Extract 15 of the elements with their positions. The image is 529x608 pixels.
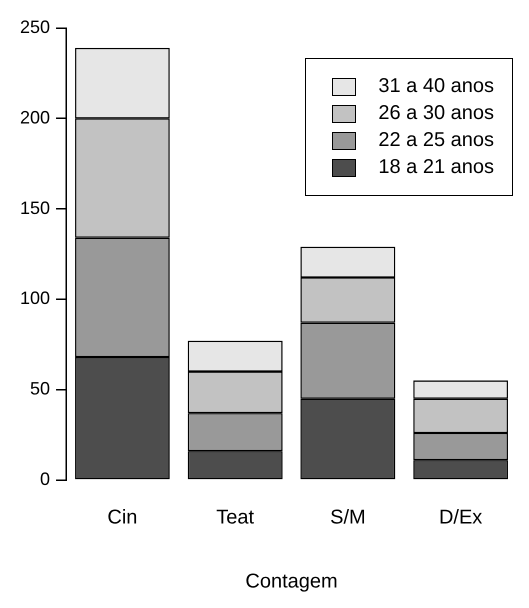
legend-label: 26 a 30 anos — [378, 101, 494, 126]
y-tick-label: 0 — [40, 468, 50, 489]
legend-label: 31 a 40 anos — [378, 74, 494, 99]
x-axis-title: Contagem — [245, 570, 338, 593]
x-tick-label: D/Ex — [438, 506, 482, 529]
x-tick-label: Teat — [216, 506, 254, 529]
legend-label: 22 a 25 anos — [378, 128, 494, 153]
y-tick-label: 250 — [20, 16, 50, 37]
legend-label: 18 a 21 anos — [378, 155, 494, 180]
y-tick-label: 50 — [30, 378, 50, 399]
y-tick-label: 200 — [20, 107, 50, 128]
x-tick-label: Cin — [107, 506, 138, 529]
y-tick-label: 100 — [20, 288, 50, 308]
x-tick-label: S/M — [330, 506, 366, 529]
y-tick-label: 150 — [20, 198, 50, 218]
